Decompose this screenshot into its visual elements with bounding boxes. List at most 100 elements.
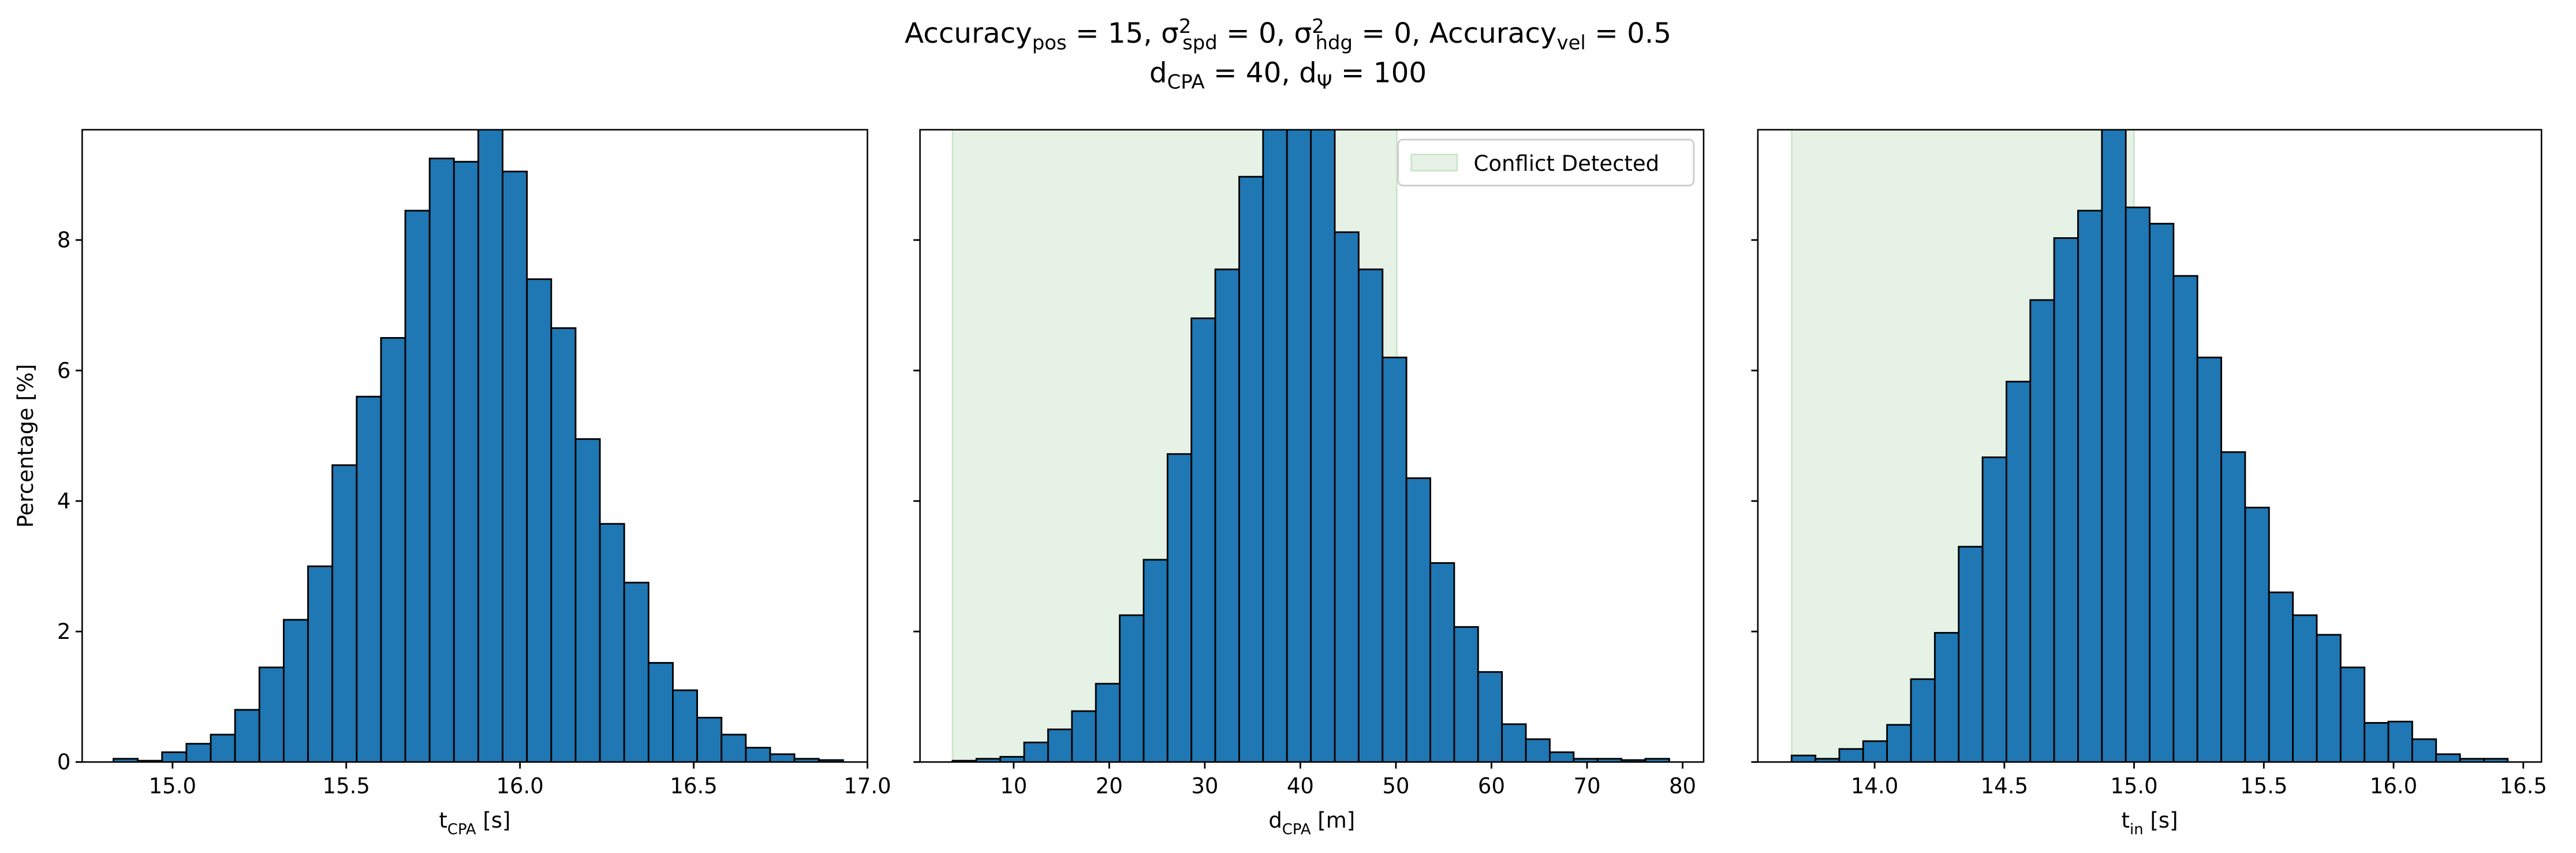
- bar: [2196, 356, 2222, 762]
- bar: [1910, 678, 1936, 762]
- x-tick-label: 80: [1669, 773, 1696, 798]
- bar: [1501, 723, 1527, 762]
- bar: [1334, 231, 1360, 762]
- axes-frame: [1757, 129, 2543, 763]
- bar: [404, 209, 431, 762]
- bar: [1071, 710, 1097, 762]
- y-tick-label: 8: [57, 228, 71, 253]
- bar: [1429, 562, 1455, 762]
- bar: [1862, 740, 1888, 762]
- bar: [1238, 175, 1264, 762]
- figure-title: dCPA = 40, dΨ = 100: [1149, 57, 1427, 93]
- bar: [1357, 268, 1384, 762]
- legend-box: [1397, 139, 1695, 186]
- bar: [720, 734, 747, 762]
- x-axis-label: tin [s]: [2122, 808, 2178, 838]
- figure-title: Accuracypos = 15, σ2 spd = 0, σ2 hdg = 0, …: [905, 15, 1671, 54]
- x-tick-label: 15.0: [2110, 773, 2157, 798]
- bar: [999, 755, 1025, 762]
- bar: [477, 129, 504, 762]
- bar: [161, 751, 188, 762]
- x-tick-label: 17.0: [843, 773, 891, 798]
- bar: [2125, 206, 2151, 762]
- bar: [1405, 477, 1431, 762]
- bar: [2005, 380, 2032, 762]
- bar: [2339, 666, 2366, 762]
- bar: [1525, 738, 1551, 762]
- bar: [574, 438, 601, 762]
- plot-area: [113, 129, 844, 762]
- bar: [550, 327, 577, 762]
- bar: [1644, 758, 1670, 762]
- bar: [1549, 751, 1575, 762]
- x-tick-label: 50: [1382, 773, 1409, 798]
- y-axis-label: Percentage [%]: [13, 364, 38, 528]
- plot-area: [951, 129, 1670, 762]
- bar: [210, 734, 236, 762]
- x-tick-label: 15.0: [149, 773, 196, 798]
- x-tick-label: 14.0: [1851, 773, 1898, 798]
- bar: [331, 464, 358, 762]
- bar: [1382, 356, 1408, 762]
- bar: [672, 689, 699, 762]
- bar: [428, 158, 455, 762]
- bar: [282, 619, 309, 762]
- axes-frame: [81, 129, 868, 763]
- bar: [1047, 728, 1073, 762]
- bar: [1981, 456, 2007, 762]
- bar: [2244, 506, 2270, 762]
- x-tick-label: 14.5: [1981, 773, 2028, 798]
- bar: [2172, 275, 2198, 762]
- bar: [356, 395, 382, 762]
- legend-label: Conflict Detected: [1474, 151, 1660, 176]
- bar: [2292, 614, 2318, 762]
- x-axis-label: tCPA [s]: [439, 808, 510, 838]
- x-tick-label: 20: [1096, 773, 1123, 798]
- bar: [1119, 614, 1145, 762]
- bar: [2053, 237, 2079, 762]
- bar: [1262, 129, 1288, 762]
- x-tick-label: 10: [1000, 773, 1027, 798]
- bar: [696, 717, 723, 762]
- bar: [2268, 591, 2294, 762]
- bar: [2101, 129, 2127, 762]
- x-tick-label: 70: [1573, 773, 1600, 798]
- bar: [1958, 545, 1984, 762]
- bar: [1933, 632, 1960, 762]
- bar: [1095, 683, 1121, 762]
- legend-swatch: [1410, 154, 1458, 172]
- x-tick-label: 40: [1287, 773, 1314, 798]
- bar: [2220, 451, 2246, 762]
- y-tick-label: 4: [57, 489, 71, 514]
- bar: [1190, 317, 1216, 762]
- y-tick-label: 2: [57, 619, 71, 644]
- x-tick-label: 16.0: [2370, 773, 2417, 798]
- bar: [307, 565, 334, 762]
- bar: [258, 666, 285, 762]
- x-tick-label: 16.0: [496, 773, 543, 798]
- bar: [2411, 738, 2437, 762]
- bar: [2029, 299, 2055, 762]
- panel: 14.0 14.5 15.0 15.5 16.0 16.5: [1751, 129, 2547, 798]
- bar: [2435, 753, 2461, 762]
- bar: [380, 337, 406, 762]
- panel: 10 20 30 40 50 60 70 80 Conflict Detected: [913, 129, 1705, 798]
- bar: [185, 743, 212, 762]
- bar: [1310, 129, 1336, 762]
- y-tick-label: 6: [57, 358, 71, 383]
- bar: [1453, 626, 1479, 762]
- bar: [234, 709, 260, 762]
- bar: [1166, 453, 1193, 762]
- x-tick-label: 15.5: [2240, 773, 2287, 798]
- bar: [526, 278, 552, 762]
- bar: [453, 160, 479, 762]
- bar: [1214, 268, 1240, 762]
- bar: [2482, 758, 2509, 762]
- y-tick-label: 0: [57, 750, 71, 775]
- bar: [1143, 559, 1168, 762]
- bar: [2387, 720, 2413, 762]
- bar: [599, 523, 625, 762]
- bar: [769, 753, 796, 762]
